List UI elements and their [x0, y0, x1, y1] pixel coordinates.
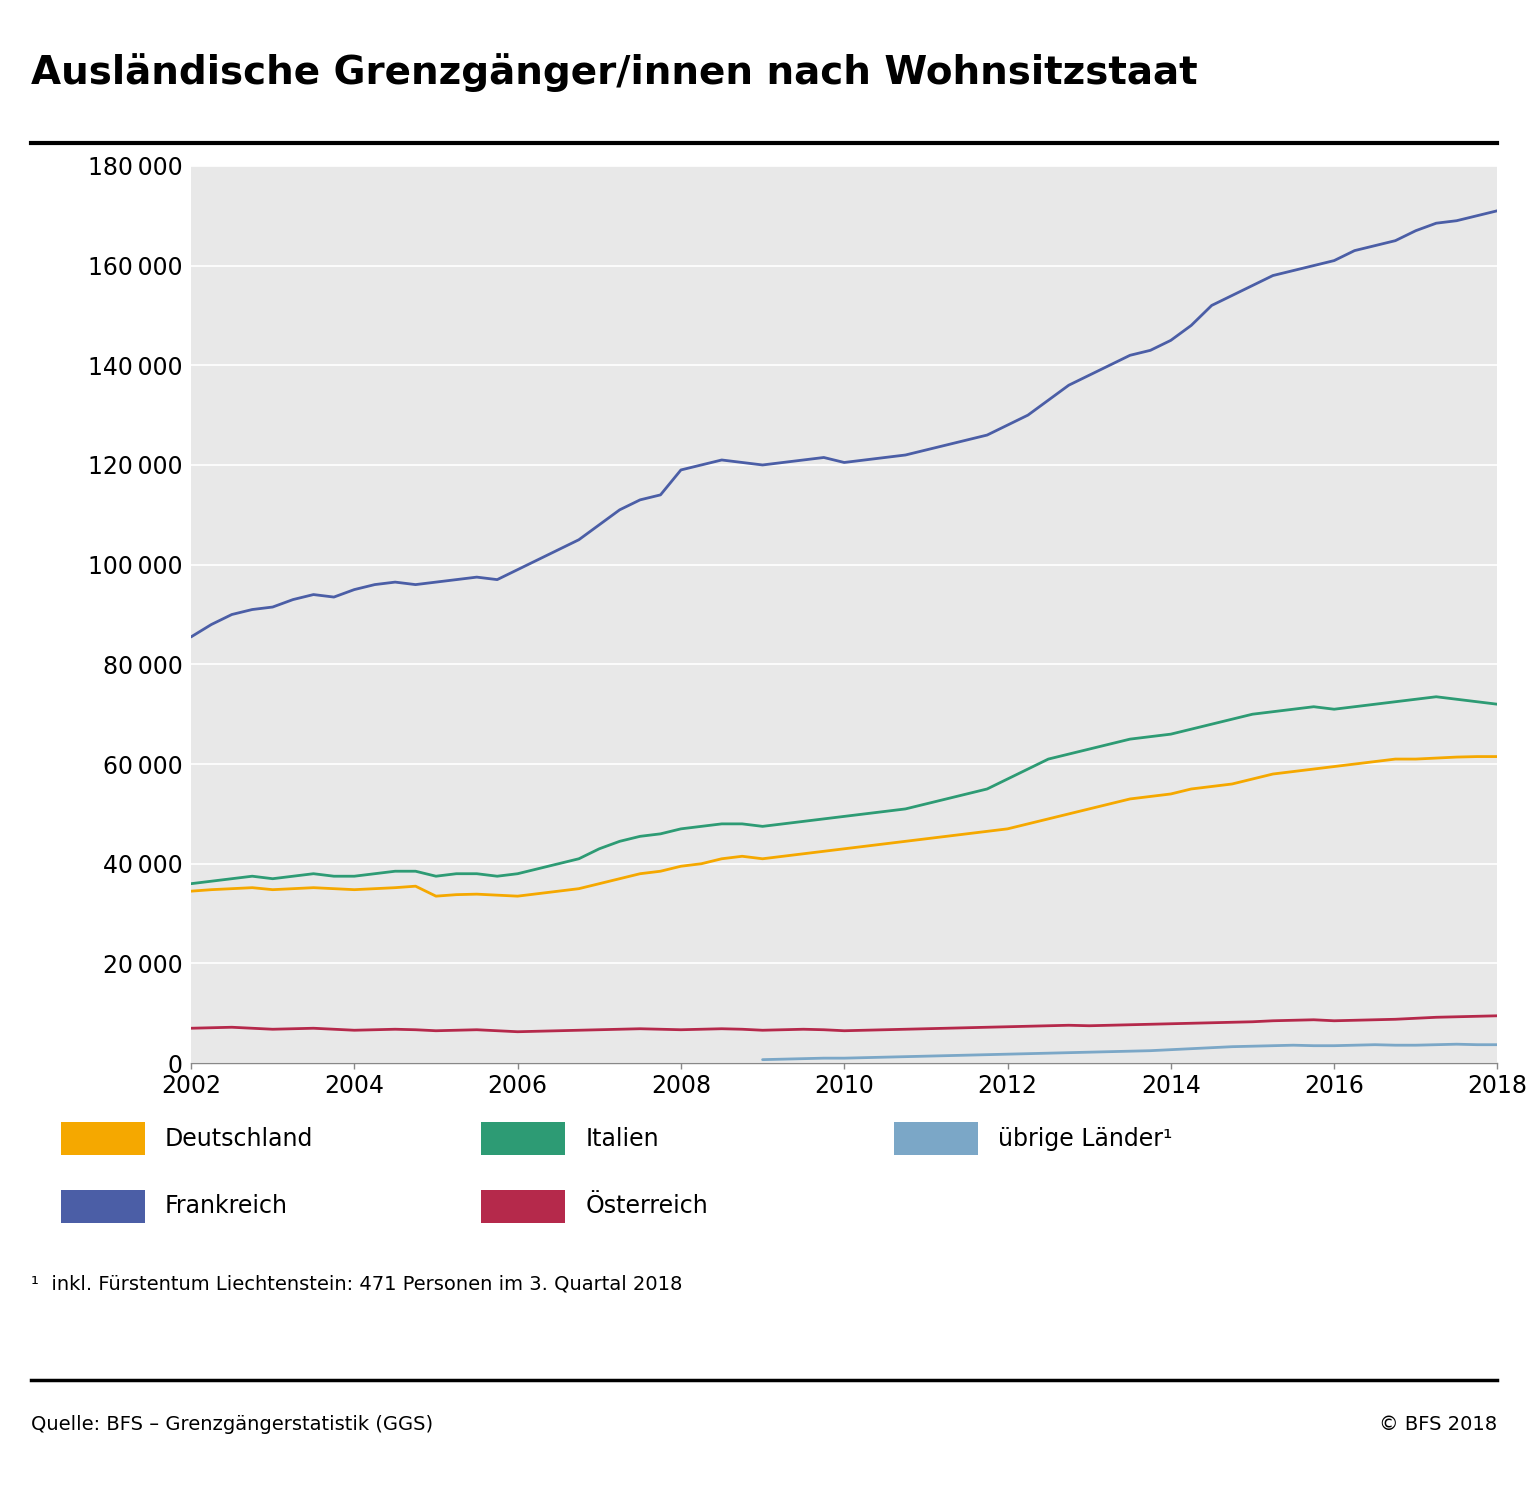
Text: Ausländische Grenzgänger/innen nach Wohnsitzstaat: Ausländische Grenzgänger/innen nach Wohn… [31, 53, 1196, 92]
Text: Deutschland: Deutschland [165, 1126, 313, 1151]
Text: Frankreich: Frankreich [165, 1194, 287, 1218]
Text: Österreich: Österreich [585, 1194, 707, 1218]
Text: Quelle: BFS – Grenzgängerstatistik (GGS): Quelle: BFS – Grenzgängerstatistik (GGS) [31, 1415, 432, 1434]
Text: übrige Länder¹: übrige Länder¹ [998, 1126, 1172, 1151]
Text: © BFS 2018: © BFS 2018 [1380, 1415, 1497, 1434]
Text: Italien: Italien [585, 1126, 659, 1151]
Text: ¹  inkl. Fürstentum Liechtenstein: 471 Personen im 3. Quartal 2018: ¹ inkl. Fürstentum Liechtenstein: 471 Pe… [31, 1274, 681, 1294]
